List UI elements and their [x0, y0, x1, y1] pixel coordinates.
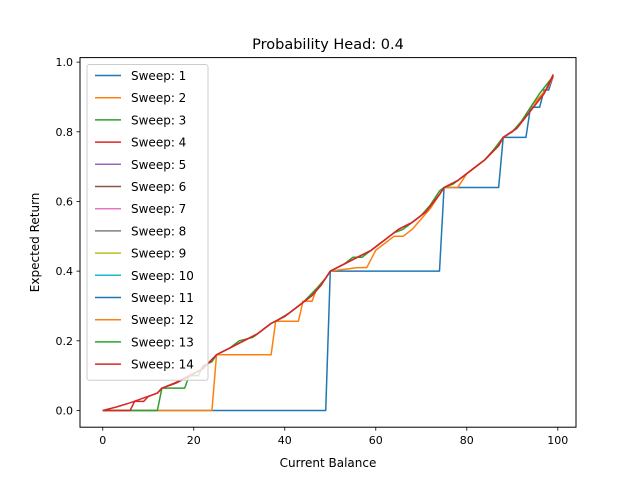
legend-label: Sweep: 8 [131, 224, 186, 238]
legend-label: Sweep: 6 [131, 180, 186, 194]
y-tick-label: 0.2 [56, 335, 74, 348]
legend-label: Sweep: 1 [131, 69, 186, 83]
series-line-sweep-14 [102, 73, 554, 412]
legend-label: Sweep: 2 [131, 91, 186, 105]
y-tick-label: 0.8 [56, 126, 74, 139]
legend-label: Sweep: 7 [131, 202, 186, 216]
y-tick-label: 0.0 [56, 404, 74, 417]
y-tick-label: 1.0 [56, 56, 74, 69]
x-tick-label: 60 [369, 434, 383, 447]
legend-box [86, 64, 209, 381]
legend-label: Sweep: 11 [131, 291, 194, 305]
y-tick-label: 0.6 [56, 195, 74, 208]
legend-label: Sweep: 12 [131, 313, 194, 327]
x-axis: 0 20 40 60 80 100 [99, 427, 568, 447]
x-tick-label: 100 [547, 434, 568, 447]
legend-label: Sweep: 9 [131, 247, 186, 261]
legend: Sweep: 1 Sweep: 2 Sweep: 3 Sweep: 4 Sweep: 5… [86, 64, 209, 381]
legend-label: Sweep: 4 [131, 136, 186, 150]
x-tick-label: 20 [187, 434, 201, 447]
plot-frame [79, 57, 577, 428]
x-tick-label: 40 [278, 434, 292, 447]
legend-label: Sweep: 5 [131, 158, 186, 172]
y-axis-label: Expected Return [28, 193, 42, 293]
x-tick-label: 0 [99, 434, 106, 447]
y-axis: 0.0 0.2 0.4 0.6 0.8 1.0 [56, 56, 80, 417]
series-layer [102, 73, 554, 412]
legend-label: Sweep: 13 [131, 335, 194, 349]
legend-label: Sweep: 3 [131, 113, 186, 127]
y-tick-label: 0.4 [56, 265, 74, 278]
legend-label: Sweep: 14 [131, 358, 194, 372]
x-tick-label: 80 [460, 434, 474, 447]
x-axis-label: Current Balance [280, 456, 377, 470]
chart-title: Probability Head: 0.4 [252, 37, 404, 53]
legend-label: Sweep: 10 [131, 269, 194, 283]
